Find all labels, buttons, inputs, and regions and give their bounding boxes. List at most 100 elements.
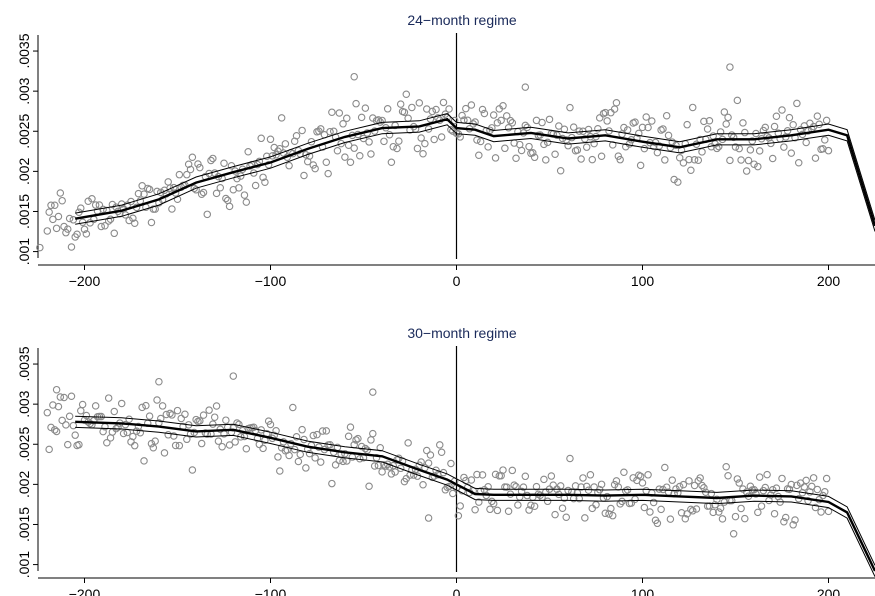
data-point [166,184,174,192]
data-point [95,201,104,209]
data-point [277,114,286,122]
data-point [188,466,197,474]
data-point [50,426,59,434]
data-point [804,496,812,505]
data-point [724,472,732,480]
data-point [199,188,208,197]
data-point [274,453,282,461]
data-point [214,437,223,445]
data-point [298,425,306,434]
data-point [123,428,132,437]
data-point [454,511,463,520]
data-point [77,204,85,212]
data-point [52,385,61,394]
data-point [242,198,251,206]
data-point [480,109,489,118]
data-point [700,483,708,492]
data-point [67,392,76,401]
data-point [713,495,721,504]
data-point [281,140,290,148]
data-point [65,214,74,223]
data-point [437,133,446,141]
data-point [473,136,481,144]
data-point [316,125,325,133]
data-point [698,148,706,156]
data-point [127,438,135,446]
data-point [380,137,388,146]
data-point [456,502,464,510]
data-point [488,497,496,506]
data-point [183,170,191,179]
data-point [354,434,362,443]
data-point [402,90,411,98]
data-point [158,402,167,410]
data-point [763,470,771,479]
data-point [350,144,358,152]
data-point [558,504,567,512]
data-point [396,100,405,108]
data-point [101,222,109,230]
data-point [220,159,228,168]
data-point [357,442,366,451]
data-point [746,146,755,154]
data-point [432,105,440,114]
data-point [322,158,331,166]
data-point [510,481,518,489]
data-point [755,473,764,481]
data-point [240,191,249,199]
data-point [341,153,349,161]
data-point [64,440,72,449]
y-tick-label: .0015 [16,194,32,229]
y-tick-label: .003 [16,390,32,417]
data-point [266,135,275,144]
data-point [365,482,373,491]
data-point [733,96,742,105]
data-point [298,126,306,135]
data-point [52,224,61,233]
data-point [620,123,628,132]
data-point [175,441,184,450]
data-point [307,137,316,146]
data-point [233,174,241,183]
data-point [675,153,684,162]
data-point [735,144,743,153]
data-point [142,401,150,410]
data-point [755,147,764,155]
data-point [292,132,301,140]
data-point [646,508,654,516]
data-point [296,450,305,459]
data-point [225,441,234,449]
data-point [387,158,396,166]
data-point [316,458,325,466]
data-point [705,116,714,125]
data-point [361,104,370,112]
data-point [218,442,226,451]
data-point [508,119,517,127]
data-point [748,137,756,145]
data-point [569,123,578,131]
data-point [813,112,822,120]
data-point [595,114,604,122]
data-point [110,407,119,416]
data-point [134,189,143,198]
data-point [173,195,182,204]
data-point [649,498,658,507]
data-point [504,507,513,515]
data-point [130,219,139,228]
data-point [821,136,829,144]
data-point [822,116,831,125]
data-point [171,441,180,450]
data-point [209,154,217,163]
data-point [421,139,429,148]
data-point [752,490,760,498]
data-point [821,488,829,496]
data-point [692,505,701,513]
data-point [315,127,323,135]
x-tick-label: 200 [817,273,841,289]
x-tick-label: −200 [69,586,101,596]
data-point [166,409,174,418]
data-point [395,137,403,145]
data-point [616,155,624,164]
ci-upper-line [75,415,875,566]
y-tick-label: .0035 [16,346,32,381]
